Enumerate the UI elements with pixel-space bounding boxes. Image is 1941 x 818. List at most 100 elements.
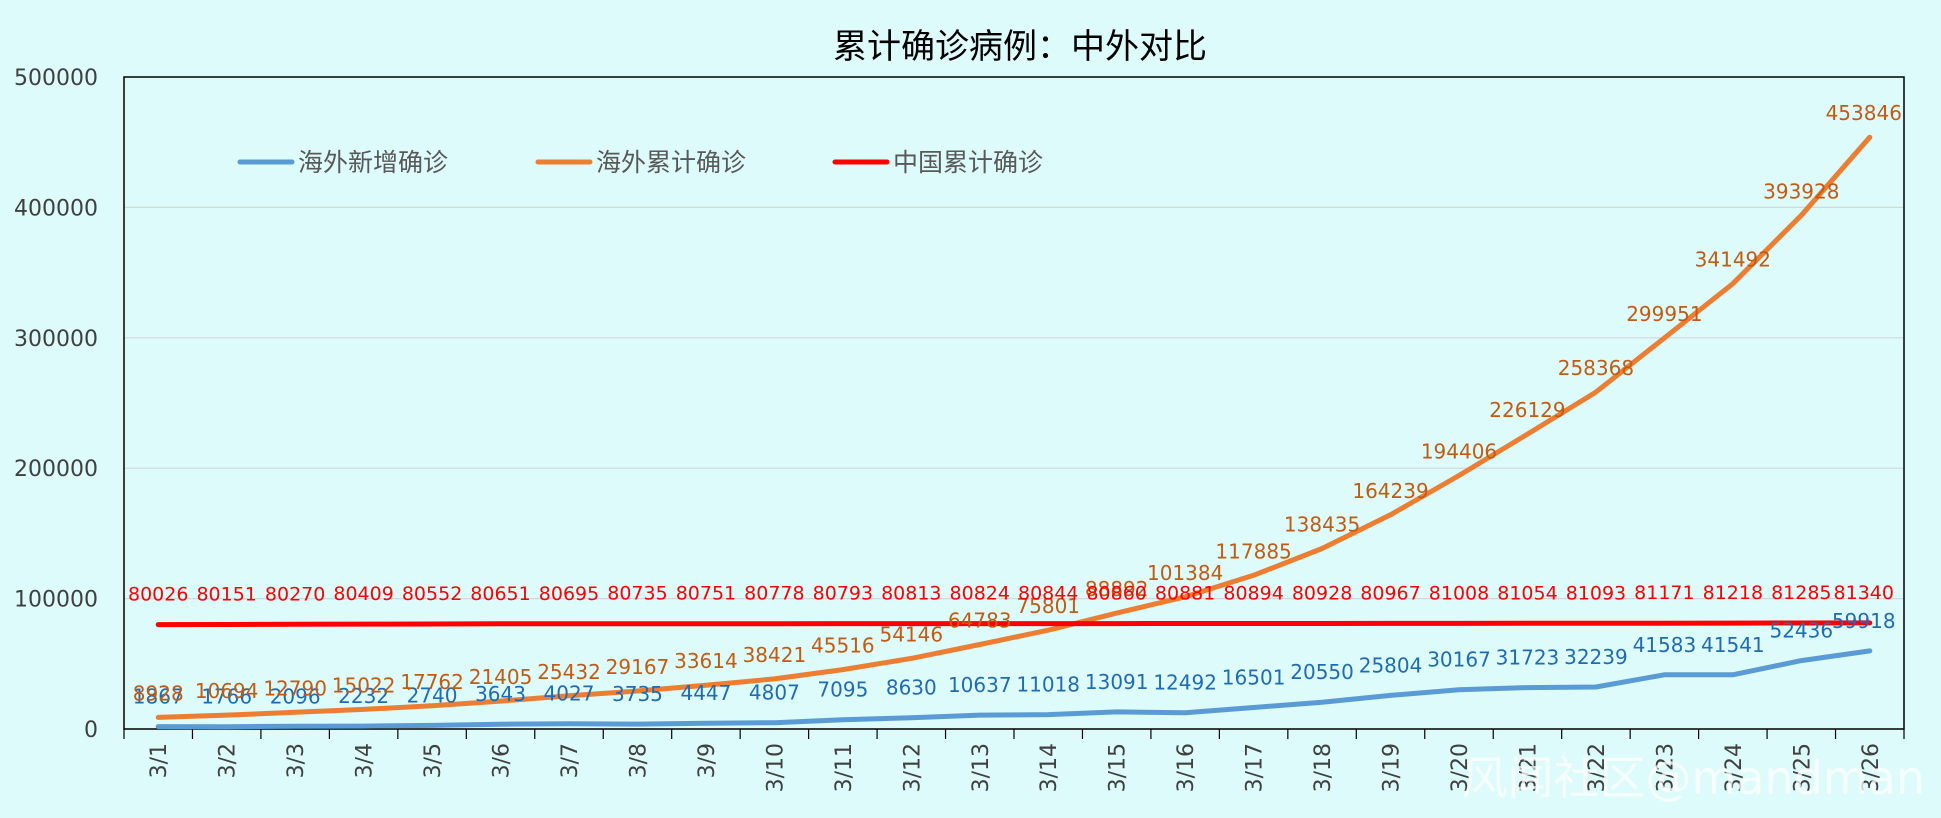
x-tick-label: 3/20 xyxy=(1448,743,1473,792)
data-label-overseas-total: 453846 xyxy=(1826,101,1902,125)
data-label-new: 31723 xyxy=(1496,646,1560,670)
data-label-new: 12492 xyxy=(1153,671,1217,695)
data-label-overseas-total: 194406 xyxy=(1421,439,1497,463)
data-label-overseas-total: 164239 xyxy=(1352,479,1428,503)
x-tick-label: 3/19 xyxy=(1380,743,1405,792)
x-tick-label: 3/3 xyxy=(284,743,309,778)
data-label-china-total: 81054 xyxy=(1497,582,1557,604)
y-tick-label: 400000 xyxy=(14,196,98,221)
legend: 海外新增确诊 海外累计确诊 中国累计确诊 xyxy=(237,148,1043,177)
data-label-china-total: 81340 xyxy=(1834,582,1894,604)
data-label-overseas-total: 8928 xyxy=(133,681,184,705)
data-label-china-total: 80270 xyxy=(265,583,325,605)
y-tick-label: 500000 xyxy=(14,66,98,91)
data-label-china-total: 80844 xyxy=(1018,583,1078,605)
data-label-new: 1766 xyxy=(201,685,252,709)
x-tick-label: 3/6 xyxy=(490,743,515,778)
series-line-1 xyxy=(155,648,1873,730)
x-tick-label: 3/5 xyxy=(421,743,446,778)
data-label-china-total: 80409 xyxy=(333,583,393,605)
data-label-overseas-total: 299951 xyxy=(1626,302,1702,326)
series-lines xyxy=(155,134,1873,730)
data-label-china-total: 80967 xyxy=(1360,582,1420,604)
y-tick-label: 300000 xyxy=(14,327,98,352)
data-label-china-total: 80881 xyxy=(1155,583,1215,605)
chart-title: 累计确诊病例：中外对比 xyxy=(833,27,1207,67)
x-tick-label: 3/10 xyxy=(763,743,788,792)
data-label-new: 2740 xyxy=(407,683,458,707)
data-label-china-total: 80026 xyxy=(128,584,188,606)
x-tick-label: 3/18 xyxy=(1311,743,1336,792)
x-tick-label: 3/13 xyxy=(969,743,994,792)
data-label-overseas-total: 12790 xyxy=(263,676,327,700)
data-label-new: 4807 xyxy=(749,681,800,705)
data-label-china-total: 80695 xyxy=(539,583,599,605)
x-tick-label: 3/15 xyxy=(1106,743,1131,792)
data-label-new: 11018 xyxy=(1016,673,1080,697)
x-tick-label: 3/24 xyxy=(1722,743,1747,792)
x-tick-label: 3/26 xyxy=(1859,743,1884,792)
data-label-china-total: 81171 xyxy=(1634,582,1694,604)
series-line-3 xyxy=(155,620,1873,628)
data-label-overseas-total: 88892 xyxy=(1085,577,1149,601)
data-label-china-total: 81285 xyxy=(1771,582,1831,604)
gridlines xyxy=(124,206,1904,600)
series-line-2 xyxy=(155,134,1873,720)
data-label-new: 2232 xyxy=(338,684,389,708)
x-tick-label: 3/25 xyxy=(1790,743,1815,792)
data-label-china-total: 80552 xyxy=(402,583,462,605)
data-label-new: 3643 xyxy=(475,682,526,706)
data-label-china-total: 80813 xyxy=(881,583,941,605)
data-label-overseas-total: 25432 xyxy=(537,660,601,684)
data-label-new: 2096 xyxy=(270,684,321,708)
data-label-overseas-total: 138435 xyxy=(1284,512,1360,536)
x-tick-label: 3/21 xyxy=(1516,743,1541,792)
data-label-overseas-total: 38421 xyxy=(743,643,807,667)
data-label-china-total: 80928 xyxy=(1292,582,1352,604)
data-label-china-total: 80824 xyxy=(950,583,1010,605)
data-label-overseas-total: 258368 xyxy=(1558,356,1634,380)
data-label-china-total: 80793 xyxy=(813,583,873,605)
data-label-new: 7095 xyxy=(817,678,868,702)
data-label-overseas-total: 393928 xyxy=(1763,179,1839,203)
x-tick-label: 3/1 xyxy=(147,743,172,778)
data-label-overseas-total: 75801 xyxy=(1016,594,1080,618)
data-label-china-total: 80778 xyxy=(744,583,804,605)
data-label-new: 20550 xyxy=(1290,660,1354,684)
data-label-overseas-total: 101384 xyxy=(1147,561,1223,585)
x-tick-label: 3/4 xyxy=(353,743,378,778)
data-label-china-total: 81093 xyxy=(1566,582,1626,604)
data-label-china-total: 80735 xyxy=(607,583,667,605)
x-axis: 3/1 3/2 3/3 3/4 3/5 3/6 3/7 3/8 3/9 3/10 3/11 3/12 3… xyxy=(123,729,1905,792)
data-label-overseas-total: 64783 xyxy=(948,609,1012,633)
data-label-china-total: 80751 xyxy=(676,583,736,605)
x-tick-label: 3/14 xyxy=(1037,743,1062,792)
data-label-new: 52436 xyxy=(1769,619,1833,643)
legend-label: 中国累计确诊 xyxy=(893,148,1043,177)
data-labels: 1867 1766 2096 2232 2740 3643 4027 3735 4447 4807… xyxy=(128,101,1902,709)
data-label-new: 41583 xyxy=(1633,633,1697,657)
x-tick-label: 3/8 xyxy=(626,743,651,778)
x-tick-label: 3/22 xyxy=(1585,743,1610,792)
watermark: 风闻社区@mandman xyxy=(1461,751,1925,805)
data-label-china-total: 80860 xyxy=(1086,583,1146,605)
x-tick-label: 3/12 xyxy=(900,743,925,792)
data-label-china-total: 81218 xyxy=(1703,582,1763,604)
data-label-overseas-total: 54146 xyxy=(879,622,943,646)
data-label-overseas-total: 45516 xyxy=(811,634,875,658)
data-label-overseas-total: 21405 xyxy=(469,665,533,689)
x-tick-label: 3/17 xyxy=(1243,743,1268,792)
y-tick-label: 0 xyxy=(84,718,98,743)
data-label-overseas-total: 29167 xyxy=(606,655,670,679)
data-label-china-total: 80651 xyxy=(470,583,530,605)
data-label-new: 59918 xyxy=(1832,609,1896,633)
legend-label: 海外新增确诊 xyxy=(298,148,448,177)
data-label-new: 8630 xyxy=(886,676,937,700)
data-label-china-total: 80151 xyxy=(196,583,256,605)
x-tick-label: 3/9 xyxy=(695,743,720,778)
y-axis: 0 100000 200000 300000 400000 500000 xyxy=(14,66,98,743)
data-label-new: 1867 xyxy=(133,685,184,709)
data-label-new: 13091 xyxy=(1085,670,1149,694)
data-label-new: 32239 xyxy=(1564,645,1628,669)
